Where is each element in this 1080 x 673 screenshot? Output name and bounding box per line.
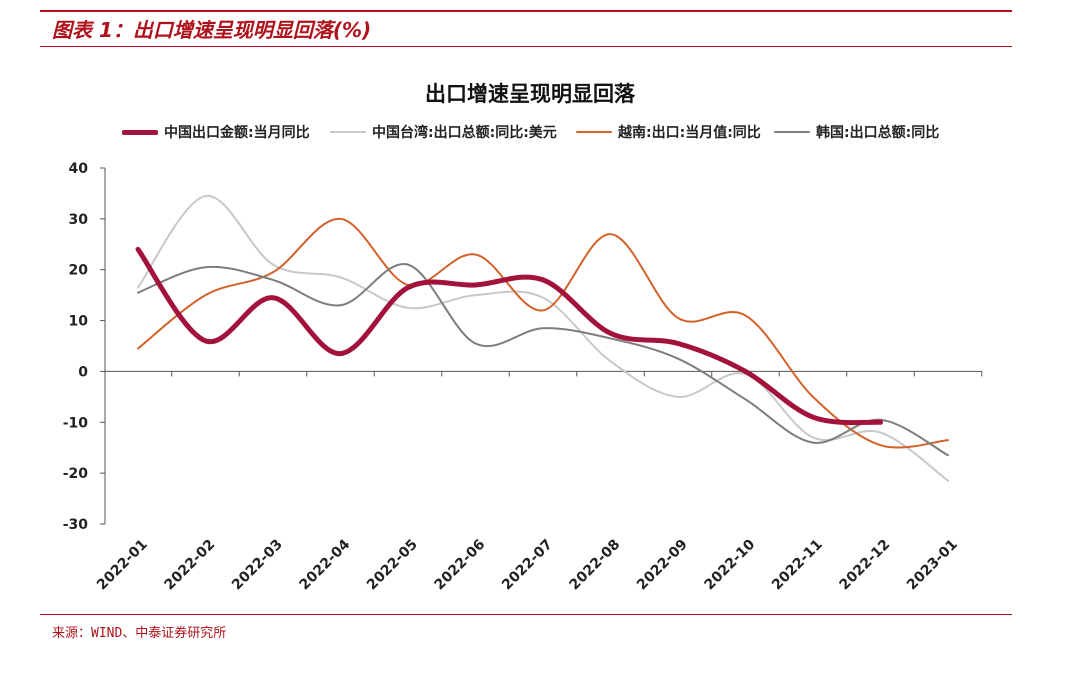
legend-item-vietnam: 越南:出口:当月值:同比 — [576, 122, 761, 142]
x-tick-label: 2023-01 — [904, 537, 961, 594]
y-tick-label: 40 — [69, 161, 89, 177]
chart-legend: 中国出口金额:当月同比 中国台湾:出口总额:同比:美元 越南:出口:当月值:同比… — [0, 122, 1080, 146]
top-rule — [40, 10, 1012, 12]
y-tick-label: -10 — [63, 415, 89, 431]
legend-swatch-korea — [774, 131, 810, 133]
source-note: 来源：WIND、中泰证券研究所 — [52, 626, 227, 641]
x-tick-label: 2022-05 — [364, 537, 421, 594]
legend-swatch-vietnam — [576, 131, 612, 133]
x-tick-label: 2022-11 — [769, 537, 826, 594]
legend-swatch-taiwan — [330, 131, 366, 133]
x-tick-label: 2022-02 — [162, 537, 219, 594]
legend-swatch-china — [122, 129, 158, 135]
x-tick-label: 2022-06 — [432, 537, 489, 594]
legend-label-taiwan: 中国台湾:出口总额:同比:美元 — [372, 125, 557, 141]
x-tick-label: 2022-04 — [297, 536, 354, 593]
legend-item-korea: 韩国:出口总额:同比 — [774, 122, 939, 142]
x-tick-label: 2022-03 — [229, 537, 286, 594]
chart-title: 出口增速呈现明显回落 — [425, 82, 635, 106]
series-line-korea — [137, 263, 949, 457]
y-tick-label: -30 — [63, 517, 89, 533]
x-tick-label: 2022-08 — [567, 537, 624, 594]
y-tick-label: -20 — [63, 466, 89, 482]
legend-label-korea: 韩国:出口总额:同比 — [816, 125, 940, 141]
x-tick-label: 2022-01 — [94, 537, 151, 594]
y-tick-label: 0 — [78, 364, 88, 380]
x-tick-label: 2022-07 — [499, 537, 556, 594]
legend-item-china: 中国出口金额:当月同比 — [122, 122, 310, 142]
bottom-rule — [40, 614, 1012, 615]
legend-label-china: 中国出口金额:当月同比 — [164, 125, 310, 141]
y-tick-label: 10 — [69, 314, 89, 330]
legend-label-vietnam: 越南:出口:当月值:同比 — [618, 125, 761, 141]
figure-title: 图表 1：出口增速呈现明显回落(%) — [52, 18, 372, 42]
x-tick-label: 2022-10 — [702, 536, 759, 593]
series-line-taiwan — [137, 194, 949, 482]
y-tick-label: 30 — [69, 212, 89, 228]
x-tick-label: 2022-09 — [634, 537, 691, 594]
y-tick-label: 20 — [69, 263, 89, 279]
title-rule — [40, 46, 1012, 47]
x-tick-label: 2022-12 — [837, 537, 894, 594]
series-line-vietnam — [137, 217, 949, 449]
legend-item-taiwan: 中国台湾:出口总额:同比:美元 — [330, 122, 557, 142]
series-line-china — [135, 246, 883, 426]
